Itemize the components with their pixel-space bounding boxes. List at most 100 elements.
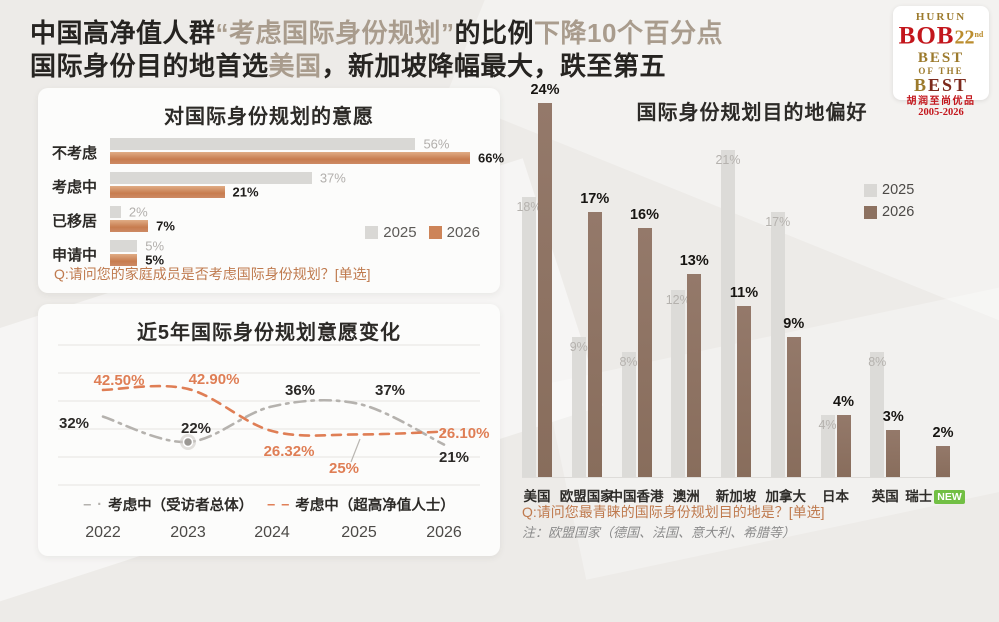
value-label-2025: 4% <box>818 417 837 432</box>
legend-item-uhnwi: – – 考虑中（超高净值人士） <box>267 494 455 515</box>
willingness-row: 不考虑 56% 66% <box>52 136 504 166</box>
logo-best-2: BEST <box>893 76 989 94</box>
legend-item-2026: 2026 <box>428 224 480 241</box>
destination-group: 8% 3% 英国 <box>868 103 904 504</box>
dash-dot-glyph: – · <box>83 496 104 513</box>
category-label: 不考虑 <box>52 144 98 162</box>
logo-edition-suffix: nd <box>974 30 984 39</box>
bar-2026 <box>936 445 950 477</box>
value-label: 2% <box>128 204 148 220</box>
value-label-2025: 17% <box>765 215 791 230</box>
legend-label: 考虑中（超高净值人士） <box>295 498 455 514</box>
value-label-2026: 4% <box>833 393 854 410</box>
bar-2026 <box>687 274 702 477</box>
bar-2025 <box>110 138 416 150</box>
destination-group: 18% 24% 美国 <box>516 82 559 504</box>
point-label: 37% <box>375 382 405 399</box>
title-segment-accent: “考虑国际身份规划” <box>215 18 455 48</box>
value-label-2025: 9% <box>569 339 588 354</box>
bar-2025 <box>110 172 312 184</box>
trend-line-chart: 32% 22% 36% 37% 21% 42.50% 42.90% 26.32% 25% 26.1… <box>58 344 490 486</box>
trend-x-axis: 2022 2023 2024 2025 2026 <box>38 524 500 544</box>
line-series-1 <box>101 384 446 437</box>
title-segment: 中国高净值人群 <box>30 18 216 48</box>
point-label: 26.10% <box>439 425 490 442</box>
bar-2026 <box>538 103 552 477</box>
willingness-row: 申请中 5% 5% <box>52 238 500 268</box>
title-segment-accent: 美国 <box>268 51 322 81</box>
logo-brand: HURUN <box>915 11 967 23</box>
logo-name-line: BOB22nd <box>893 23 989 51</box>
legend-label: 2025 <box>882 182 915 198</box>
point-label: 22% <box>181 420 211 437</box>
value-label-2026: 3% <box>882 409 904 426</box>
point-label: 32% <box>59 415 89 432</box>
category-label: 美国 <box>523 489 551 504</box>
destination-group: 12% 13% 澳洲 <box>666 103 709 504</box>
bar-line: 7% <box>110 218 500 234</box>
trend-chart-card: 近5年国际身份规划意愿变化 32% 22% 36% 37% 21% 42.50% 42.90… <box>38 304 500 556</box>
value-label-2025: 8% <box>868 355 887 370</box>
value-label-2026: 13% <box>679 253 709 270</box>
x-axis-label: 2026 <box>426 524 462 541</box>
bar-2025 <box>522 196 536 477</box>
bar-pair: 37% 21% <box>110 170 500 200</box>
category-label: 已移居 <box>52 212 98 230</box>
value-label: 56% <box>423 136 450 152</box>
logo-edition: 22 <box>954 26 975 49</box>
bar-pair: 2% 7% <box>110 204 500 234</box>
point-label: 26.32% <box>264 443 315 460</box>
bar-2025 <box>110 240 138 252</box>
bar-line: 2% <box>110 204 500 220</box>
x-axis-label: 2025 <box>341 524 377 541</box>
label-connector <box>350 438 361 463</box>
category-label: 新加坡 <box>715 489 757 504</box>
destination-group: 8% 16% 中国香港 <box>610 103 664 504</box>
value-label-2026: 17% <box>580 191 610 208</box>
value-label-2026: 11% <box>729 284 759 301</box>
legend-swatch-2026 <box>428 226 442 239</box>
willingness-row: 已移居 2% 7% <box>52 204 500 234</box>
willingness-legend: 2025 2026 <box>365 224 480 241</box>
destination-chart-title: 国际身份规划目的地偏好 <box>636 102 868 124</box>
bar-2025 <box>571 336 586 477</box>
category-label: 欧盟国家 <box>559 489 614 504</box>
logo-best-1: BEST <box>917 50 965 67</box>
title-segment: 国际身份目的地首选 <box>30 51 269 81</box>
logo-bob: BOB <box>898 22 955 50</box>
destination-bars: 18% 24% 美国 9% 17% 欧盟国家 8% 16% 中国香港 12% 13% 澳洲 21% 11%… <box>516 82 965 504</box>
legend-swatch-2025 <box>365 226 379 239</box>
value-label: 5% <box>145 238 165 254</box>
legend-swatch-2025 <box>864 183 877 197</box>
value-label: 37% <box>319 170 346 186</box>
bar-2026 <box>786 336 801 477</box>
title-line-2: 国际身份目的地首选美国，新加坡降幅最大，跌至第五 <box>30 50 723 83</box>
willingness-question: Q:请问您的家庭成员是否考虑国际身份规划？[单选] <box>54 266 371 282</box>
value-label: 66% <box>478 150 505 166</box>
bar-line: 5% <box>110 253 500 268</box>
bar-2025 <box>621 352 636 477</box>
legend-item-overall: – · 考虑中（受访者总体） <box>83 494 253 515</box>
value-label-2026: 16% <box>629 206 660 223</box>
legend-swatch-2026 <box>864 205 877 219</box>
willingness-chart-card: 对国际身份规划的意愿 不考虑 56% 66% 考虑中 37% 21% 已移居 2% 7% 申请中 5… <box>38 88 504 293</box>
logo-chinese: 胡润至尚优品 <box>906 96 976 108</box>
category-label: 澳洲 <box>672 489 700 504</box>
title-segment: 的比例 <box>454 18 535 48</box>
category-label: 考虑中 <box>52 178 98 196</box>
bar-2026 <box>737 305 751 477</box>
bar-pair: 56% 66% <box>110 136 504 166</box>
destination-legend: 2025 2026 <box>864 182 914 220</box>
destination-chart: 国际身份规划目的地偏好 2025 2026 18% 24% 美国 9% 17% 欧盟国家 8… <box>512 82 992 558</box>
title-segment: ，新加坡降幅最大，跌至第五 <box>321 51 667 81</box>
value-label-2025: 12% <box>665 293 691 307</box>
legend-label: 考虑中（受访者总体） <box>108 498 254 514</box>
destination-group: 21% 11% 新加坡 <box>715 103 758 504</box>
x-axis-label: 2024 <box>254 524 290 541</box>
destination-group: 17% 9% 加拿大 <box>765 103 806 504</box>
bar-pair: 5% 5% <box>110 238 500 268</box>
bar-2025 <box>770 212 785 477</box>
legend-label: 2025 <box>383 224 417 241</box>
logo-best-b: B <box>913 75 928 96</box>
value-label: 7% <box>156 218 175 234</box>
